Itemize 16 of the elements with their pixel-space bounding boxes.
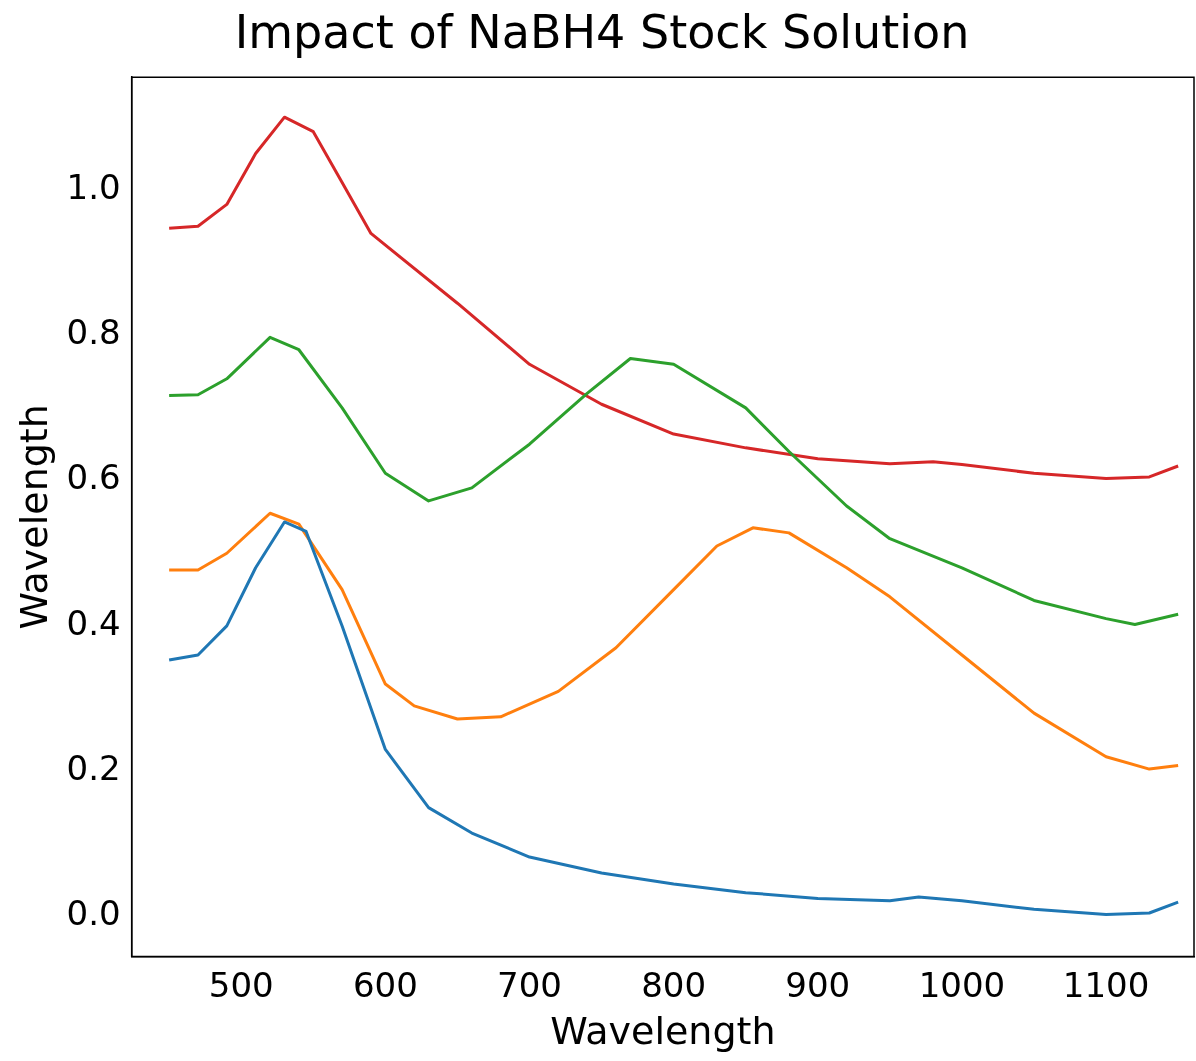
y-tick-label: 0.8 bbox=[66, 312, 121, 353]
x-tick-label: 1100 bbox=[1062, 964, 1150, 1005]
x-axis-title: Wavelength bbox=[550, 1009, 776, 1054]
y-tick-label: 0.4 bbox=[66, 602, 121, 643]
y-axis-title: Wavelength bbox=[11, 404, 56, 630]
x-tick-label: 900 bbox=[785, 964, 851, 1005]
y-tick-label: 0.0 bbox=[66, 893, 121, 934]
y-tick-label: 1.0 bbox=[66, 166, 121, 207]
x-tick-label: 800 bbox=[641, 964, 707, 1005]
x-tick-label: 600 bbox=[352, 964, 418, 1005]
chart-title: Impact of NaBH4 Stock Solution bbox=[234, 4, 970, 59]
x-tick-label: 700 bbox=[497, 964, 562, 1005]
y-tick-label: 0.2 bbox=[66, 748, 121, 789]
x-tick-label: 1000 bbox=[918, 964, 1006, 1005]
y-tick-label: 0.6 bbox=[66, 457, 121, 498]
x-tick-label: 500 bbox=[208, 964, 274, 1005]
